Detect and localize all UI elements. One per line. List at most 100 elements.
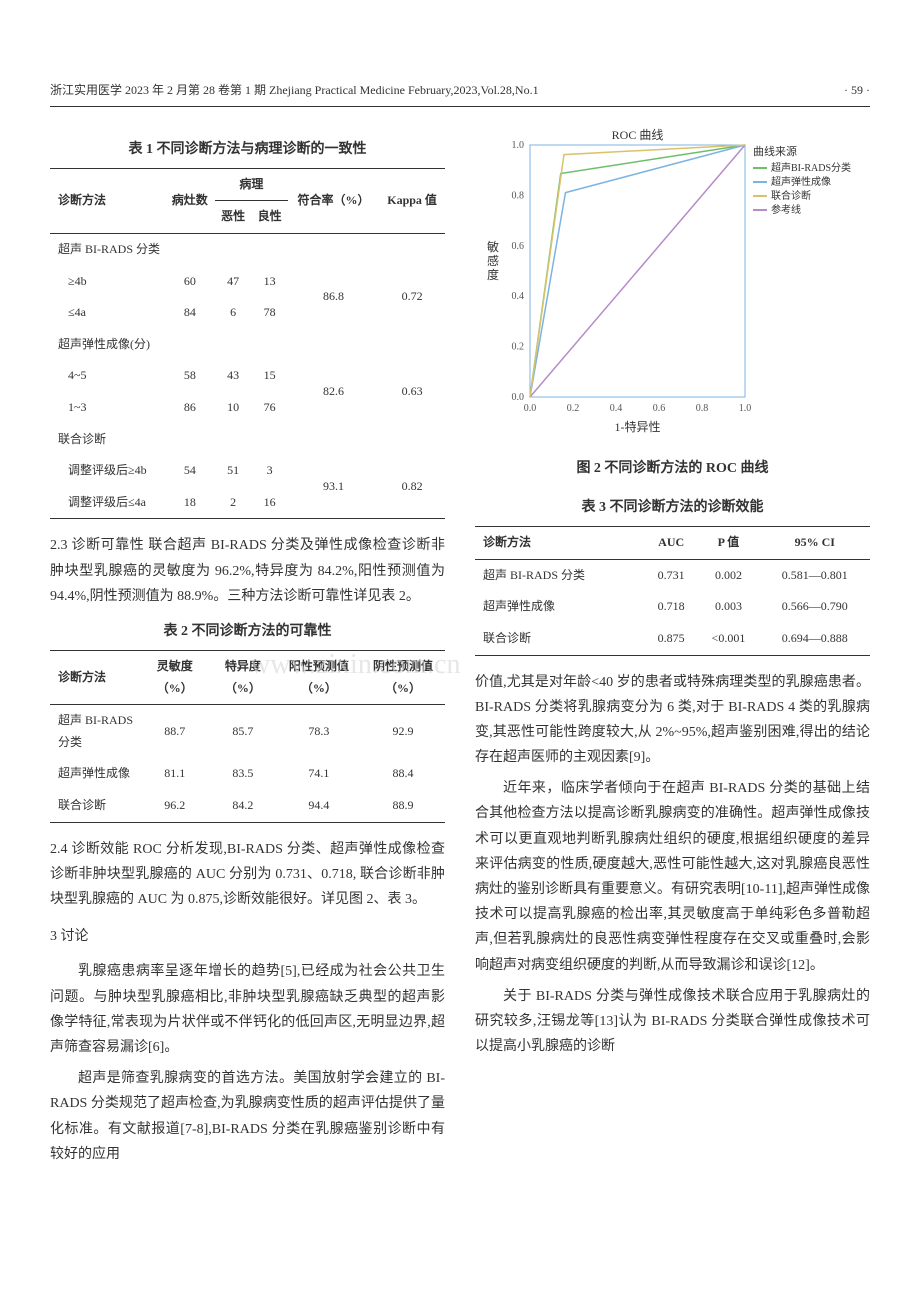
t3-h-ci: 95% CI <box>760 527 870 560</box>
t1-h-kappa: Kappa 值 <box>379 168 445 233</box>
table-cell: 6 <box>215 297 252 329</box>
table-cell: 81.1 <box>141 758 209 790</box>
svg-text:0.2: 0.2 <box>567 403 580 414</box>
table-cell: 47 <box>215 266 252 298</box>
table-cell: 0.003 <box>697 591 759 623</box>
table-cell: 88.7 <box>141 705 209 759</box>
journal-header: 浙江实用医学 2023 年 2 月第 28 卷第 1 期 Zhejiang Pr… <box>50 80 539 102</box>
t1-h-rate: 符合率（%） <box>288 168 379 233</box>
section-3-title: 3 讨论 <box>50 924 445 949</box>
table-cell: 92.9 <box>361 705 445 759</box>
table2-caption: 表 2 不同诊断方法的可靠性 <box>50 619 445 644</box>
table-cell: 84.2 <box>209 790 277 822</box>
t1-h-path: 病理 <box>215 168 288 201</box>
table-cell: 78.3 <box>277 705 361 759</box>
table-cell: 88.4 <box>361 758 445 790</box>
table-cell: 0.731 <box>645 559 697 591</box>
table-cell: 15 <box>251 360 288 392</box>
fig2-caption: 图 2 不同诊断方法的 ROC 曲线 <box>475 456 870 481</box>
svg-text:0.6: 0.6 <box>512 240 525 251</box>
table-cell: 0.72 <box>379 266 445 329</box>
svg-text:0.0: 0.0 <box>512 392 525 403</box>
table-row: 超声弹性成像 <box>475 591 645 623</box>
table-cell: 0.82 <box>379 455 445 519</box>
svg-text:联合诊断: 联合诊断 <box>771 189 811 202</box>
table-cell: 0.694—0.888 <box>760 623 870 655</box>
table-cell: 82.6 <box>288 360 379 423</box>
table-cell: 2 <box>215 487 252 519</box>
table-cell: 0.63 <box>379 360 445 423</box>
svg-text:度: 度 <box>487 267 499 282</box>
table1-caption: 表 1 不同诊断方法与病理诊断的一致性 <box>50 137 445 162</box>
table-cell: 0.002 <box>697 559 759 591</box>
svg-text:参考线: 参考线 <box>771 203 801 216</box>
t2-h-spec: 特异度（%） <box>209 651 277 705</box>
svg-text:0.2: 0.2 <box>512 341 525 352</box>
table-cell: 13 <box>251 266 288 298</box>
table-cell: <0.001 <box>697 623 759 655</box>
table-cell: 43 <box>215 360 252 392</box>
para-2-4: 2.4 诊断效能 ROC 分析发现,BI-RADS 分类、超声弹性成像检查诊断非… <box>50 837 445 913</box>
svg-text:ROC 曲线: ROC 曲线 <box>612 128 664 142</box>
page-number: · 59 · <box>844 80 870 102</box>
table-cell: 51 <box>215 455 252 487</box>
table-cell: 3 <box>251 455 288 487</box>
svg-text:敏: 敏 <box>487 239 499 254</box>
svg-text:0.8: 0.8 <box>512 190 525 201</box>
table-cell: 78 <box>251 297 288 329</box>
table-cell: 83.5 <box>209 758 277 790</box>
t1-h-ben: 良性 <box>251 201 288 234</box>
t1-h-mal: 恶性 <box>215 201 252 234</box>
t3-h-method: 诊断方法 <box>475 527 645 560</box>
t2-h-sens: 灵敏度（%） <box>141 651 209 705</box>
table-row: 超声 BI-RADS 分类 <box>50 705 141 759</box>
svg-text:1-特异性: 1-特异性 <box>615 419 661 434</box>
table-cell: 85.7 <box>209 705 277 759</box>
table-row: 超声 BI-RADS 分类 <box>50 233 445 265</box>
para-r1: 价值,尤其是对年龄<40 岁的患者或特殊病理类型的乳腺癌患者。BI-RADS 分… <box>475 670 870 771</box>
para-3a: 乳腺癌患病率呈逐年增长的趋势[5],已经成为社会公共卫生问题。与肿块型乳腺癌相比… <box>50 959 445 1060</box>
table-cell: 76 <box>251 392 288 424</box>
table-row: 超声弹性成像(分) <box>50 329 445 361</box>
table-row: 调整评级后≥4b <box>50 455 165 487</box>
table-cell: 0.718 <box>645 591 697 623</box>
table-row: 联合诊断 <box>50 790 141 822</box>
table-cell: 74.1 <box>277 758 361 790</box>
t2-h-npv: 阴性预测值（%） <box>361 651 445 705</box>
t1-h-method: 诊断方法 <box>50 168 165 233</box>
table-cell: 94.4 <box>277 790 361 822</box>
table-cell: 86 <box>165 392 215 424</box>
table3-caption: 表 3 不同诊断方法的诊断效能 <box>475 495 870 520</box>
para-r3: 关于 BI-RADS 分类与弹性成像技术联合应用于乳腺病灶的研究较多,汪锡龙等[… <box>475 984 870 1060</box>
table-cell: 0.875 <box>645 623 697 655</box>
svg-text:感: 感 <box>487 253 499 268</box>
para-r2: 近年来，临床学者倾向于在超声 BI-RADS 分类的基础上结合其他检查方法以提高… <box>475 776 870 978</box>
t3-h-auc: AUC <box>645 527 697 560</box>
svg-text:超声弹性成像: 超声弹性成像 <box>771 175 831 188</box>
table-row: 调整评级后≤4a <box>50 487 165 519</box>
svg-text:0.0: 0.0 <box>524 403 537 414</box>
para-2-3: 2.3 诊断可靠性 联合超声 BI-RADS 分类及弹性成像检查诊断非肿块型乳腺… <box>50 533 445 609</box>
table-row: 4~5 <box>50 360 165 392</box>
table-row: ≤4a <box>50 297 165 329</box>
table-row: 超声弹性成像 <box>50 758 141 790</box>
svg-text:0.6: 0.6 <box>653 403 666 414</box>
table-cell: 88.9 <box>361 790 445 822</box>
t2-h-ppv: 阳性预测值（%） <box>277 651 361 705</box>
table-cell: 10 <box>215 392 252 424</box>
svg-text:1.0: 1.0 <box>512 140 525 151</box>
table-cell: 0.566—0.790 <box>760 591 870 623</box>
table-cell: 96.2 <box>141 790 209 822</box>
svg-text:0.8: 0.8 <box>696 403 709 414</box>
table-cell: 58 <box>165 360 215 392</box>
table-row: 联合诊断 <box>50 424 445 456</box>
table-cell: 18 <box>165 487 215 519</box>
table-cell: 16 <box>251 487 288 519</box>
svg-text:超声BI-RADS分类: 超声BI-RADS分类 <box>771 161 851 174</box>
t3-h-p: P 值 <box>697 527 759 560</box>
table-cell: 84 <box>165 297 215 329</box>
t2-h-method: 诊断方法 <box>50 651 141 705</box>
table-row: ≥4b <box>50 266 165 298</box>
table1: 诊断方法 病灶数 病理 符合率（%） Kappa 值 恶性 良性 超声 BI-R… <box>50 168 445 520</box>
table2: 诊断方法 灵敏度（%） 特异度（%） 阳性预测值（%） 阴性预测值（%） 超声 … <box>50 650 445 823</box>
